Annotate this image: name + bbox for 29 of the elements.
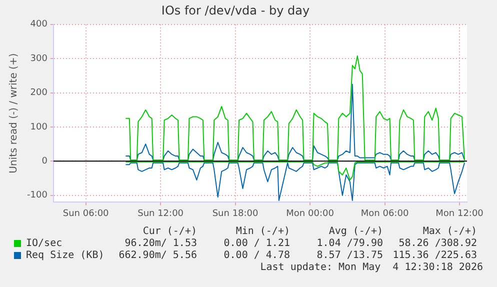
text: 0.00 / 4.78 — [224, 250, 290, 262]
y-tick-label: 400 — [30, 20, 48, 30]
x-tick-label: Mon 12:00 — [436, 208, 484, 219]
text: Cur (-/+) — [142, 226, 197, 238]
chart-title: IOs for /dev/vda - by day — [161, 3, 310, 18]
text: Last update: Mon May 4 12:30:18 2026 — [260, 262, 483, 274]
text: 115.36 /225.63 — [392, 250, 477, 262]
text: 96.20m/ 1.53 — [124, 238, 197, 250]
y-tick-label: 200 — [30, 88, 48, 98]
x-tick-label: Mon 06:00 — [360, 208, 409, 219]
text: Avg (-/+) — [328, 226, 383, 238]
x-tick-label: Sun 12:00 — [138, 208, 184, 219]
text: 58.26 /308.92 — [398, 238, 477, 250]
x-tick-label: Sun 06:00 — [62, 208, 110, 219]
y-tick-label: 100 — [30, 122, 48, 132]
legend-label: Req Size (KB) — [26, 250, 104, 262]
text: 1.04 /79.90 — [316, 238, 383, 250]
y-tick-label: -100 — [26, 190, 48, 201]
y-axis-title: Units read (-) / write (+) — [8, 53, 20, 174]
y-tick-label: 0 — [42, 156, 48, 167]
x-tick-label: Sun 18:00 — [212, 208, 259, 219]
x-tick-label: Mon 00:00 — [286, 208, 334, 219]
text: 0.00 / 1.21 — [224, 238, 290, 250]
text: 8.57 /13.75 — [316, 250, 383, 262]
text: Min (-/+) — [236, 226, 290, 238]
text: Max (-/+) — [422, 226, 477, 238]
y-tick-label: 300 — [30, 54, 48, 64]
legend-label: IO/sec — [26, 238, 62, 250]
text: 662.90m/ 5.56 — [118, 250, 197, 262]
